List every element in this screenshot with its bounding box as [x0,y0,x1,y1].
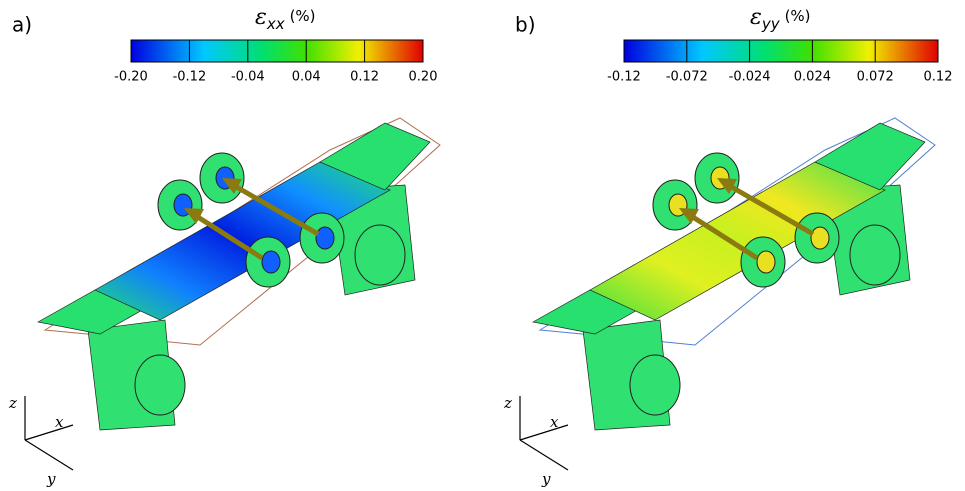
colorbar-tick-label: -0.20 [114,70,148,85]
colorbar-tick-label: 0.024 [794,70,831,85]
colorbar [131,40,423,62]
eye-hole [757,251,775,273]
panel-label: b) [515,13,536,37]
wheel [355,225,405,285]
colorbar-tick-label: -0.12 [607,70,641,85]
axis-label: z [8,394,17,412]
panel-label: a) [12,13,32,37]
subscript: yy [761,15,781,33]
eye-hole [262,251,280,273]
axis-y [25,440,73,470]
colorbar-title: εyy(%) [750,5,811,33]
symbol: ε [750,5,762,30]
wheel [135,355,185,415]
colorbar-tick-label: 0.20 [409,70,438,85]
unit: (%) [290,7,316,25]
axis-y [520,440,568,470]
colorbar-tick-label: 0.04 [292,70,321,85]
axis-label: x [55,413,64,431]
colorbar-tick-label: -0.12 [173,70,207,85]
figure: a)εxx(%)-0.20-0.12-0.040.040.120.20zxyb)… [0,0,965,491]
colorbar-tick-label: 0.12 [924,70,953,85]
axis-label: x [550,413,559,431]
wheel [850,225,900,285]
axis-x [25,425,73,440]
colorbar-tick-label: -0.024 [729,70,771,85]
colorbar-tick-label: -0.04 [231,70,265,85]
colorbar-tick-label: 0.072 [857,70,894,85]
colorbar-tick-label: -0.072 [666,70,708,85]
colorbar [624,40,938,62]
subscript: xx [266,15,285,33]
eye-hole [316,227,334,249]
panel: b) εyy(%) -0.12 -0.072 -0.024 0.024 0.072 0.12 z… [503,5,952,488]
axis-x [520,425,568,440]
colorbar-title: εxx (%) [255,5,316,33]
wheel [630,355,680,415]
panel: a) εxx (%) -0.20 -0.12 -0.04 0.04 0.12 0.20 z x y [8,5,440,488]
colorbar-tick-label: 0.12 [350,70,379,85]
axis-label: y [541,470,551,488]
unit: (%) [785,7,811,25]
symbol: ε [255,5,267,30]
eye-hole [811,227,829,249]
axis-label: z [503,394,512,412]
axis-label: y [46,470,56,488]
